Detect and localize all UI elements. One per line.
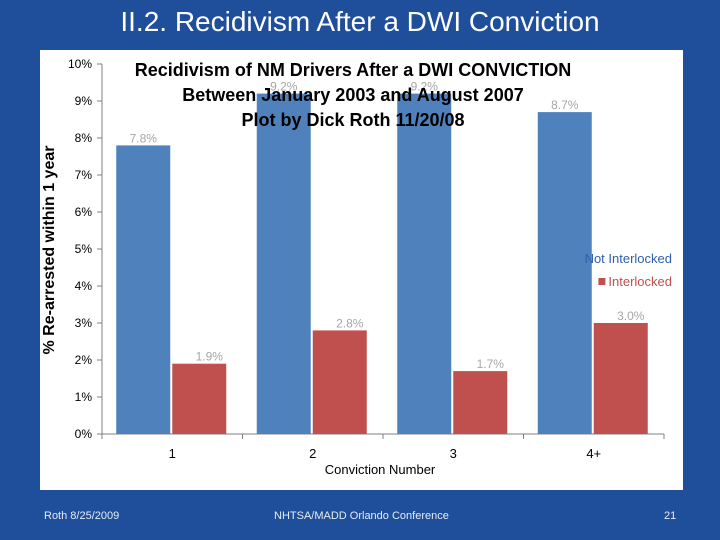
y-tick-label: 10% xyxy=(68,57,92,71)
chart-title-line: Plot by Dick Roth 11/20/08 xyxy=(241,110,464,130)
x-axis-title: Conviction Number xyxy=(325,462,436,477)
y-tick-label: 1% xyxy=(75,390,93,404)
chart-title-line: Recidivism of NM Drivers After a DWI CON… xyxy=(135,60,571,80)
x-tick-label: 3 xyxy=(450,446,457,461)
y-tick-label: 2% xyxy=(75,353,93,367)
legend-swatch-interlocked xyxy=(598,278,606,285)
y-tick-label: 0% xyxy=(75,427,93,441)
data-label: 2.8% xyxy=(336,316,364,330)
chart-panel: 0% 1% 2% 3% 4% 5% 6% 7% 8% 9% 10% 1 7.8% 1.9% 2 9.2% 2.8… xyxy=(40,50,683,490)
x-tick-label: 1 xyxy=(169,446,176,461)
bar-interlocked xyxy=(453,371,508,434)
y-tick-label: 7% xyxy=(75,168,93,182)
data-label: 9.2% xyxy=(411,80,439,94)
data-label: 9.2% xyxy=(270,80,298,94)
bar-not-interlocked xyxy=(397,93,452,434)
y-tick-label: 8% xyxy=(75,131,93,145)
x-tick-label: 2 xyxy=(309,446,316,461)
y-tick-label: 5% xyxy=(75,242,93,256)
data-label: 1.7% xyxy=(477,357,505,371)
bar-not-interlocked xyxy=(537,112,592,434)
bar-interlocked xyxy=(312,330,367,434)
y-tick-label: 6% xyxy=(75,205,93,219)
x-tick-label: 4+ xyxy=(586,446,601,461)
slide-number: 21 xyxy=(664,510,677,522)
y-tick-label: 4% xyxy=(75,279,93,293)
data-label: 1.9% xyxy=(196,350,224,364)
bar-interlocked xyxy=(172,363,227,434)
data-label: 3.0% xyxy=(617,309,645,323)
y-axis-title: % Re-arrested within 1 year xyxy=(41,146,58,355)
chart-title-line: Between January 2003 and August 2007 xyxy=(182,85,523,105)
bar-not-interlocked xyxy=(256,93,311,434)
bar-not-interlocked xyxy=(116,145,171,434)
slide-title: II.2. Recidivism After a DWI Conviction xyxy=(120,6,600,37)
data-label: 8.7% xyxy=(551,98,579,112)
y-tick-label: 9% xyxy=(75,94,93,108)
footer-center: NHTSA/MADD Orlando Conference xyxy=(274,510,449,522)
legend-label: Interlocked xyxy=(608,274,672,289)
y-tick-label: 3% xyxy=(75,316,93,330)
bar-interlocked xyxy=(593,323,648,434)
legend-label: Not Interlocked xyxy=(585,251,672,266)
footer-left: Roth 8/25/2009 xyxy=(44,510,120,522)
data-label: 7.8% xyxy=(130,131,158,145)
recidivism-bar-chart: 0% 1% 2% 3% 4% 5% 6% 7% 8% 9% 10% 1 7.8% 1.9% 2 9.2% 2.8… xyxy=(41,57,672,477)
